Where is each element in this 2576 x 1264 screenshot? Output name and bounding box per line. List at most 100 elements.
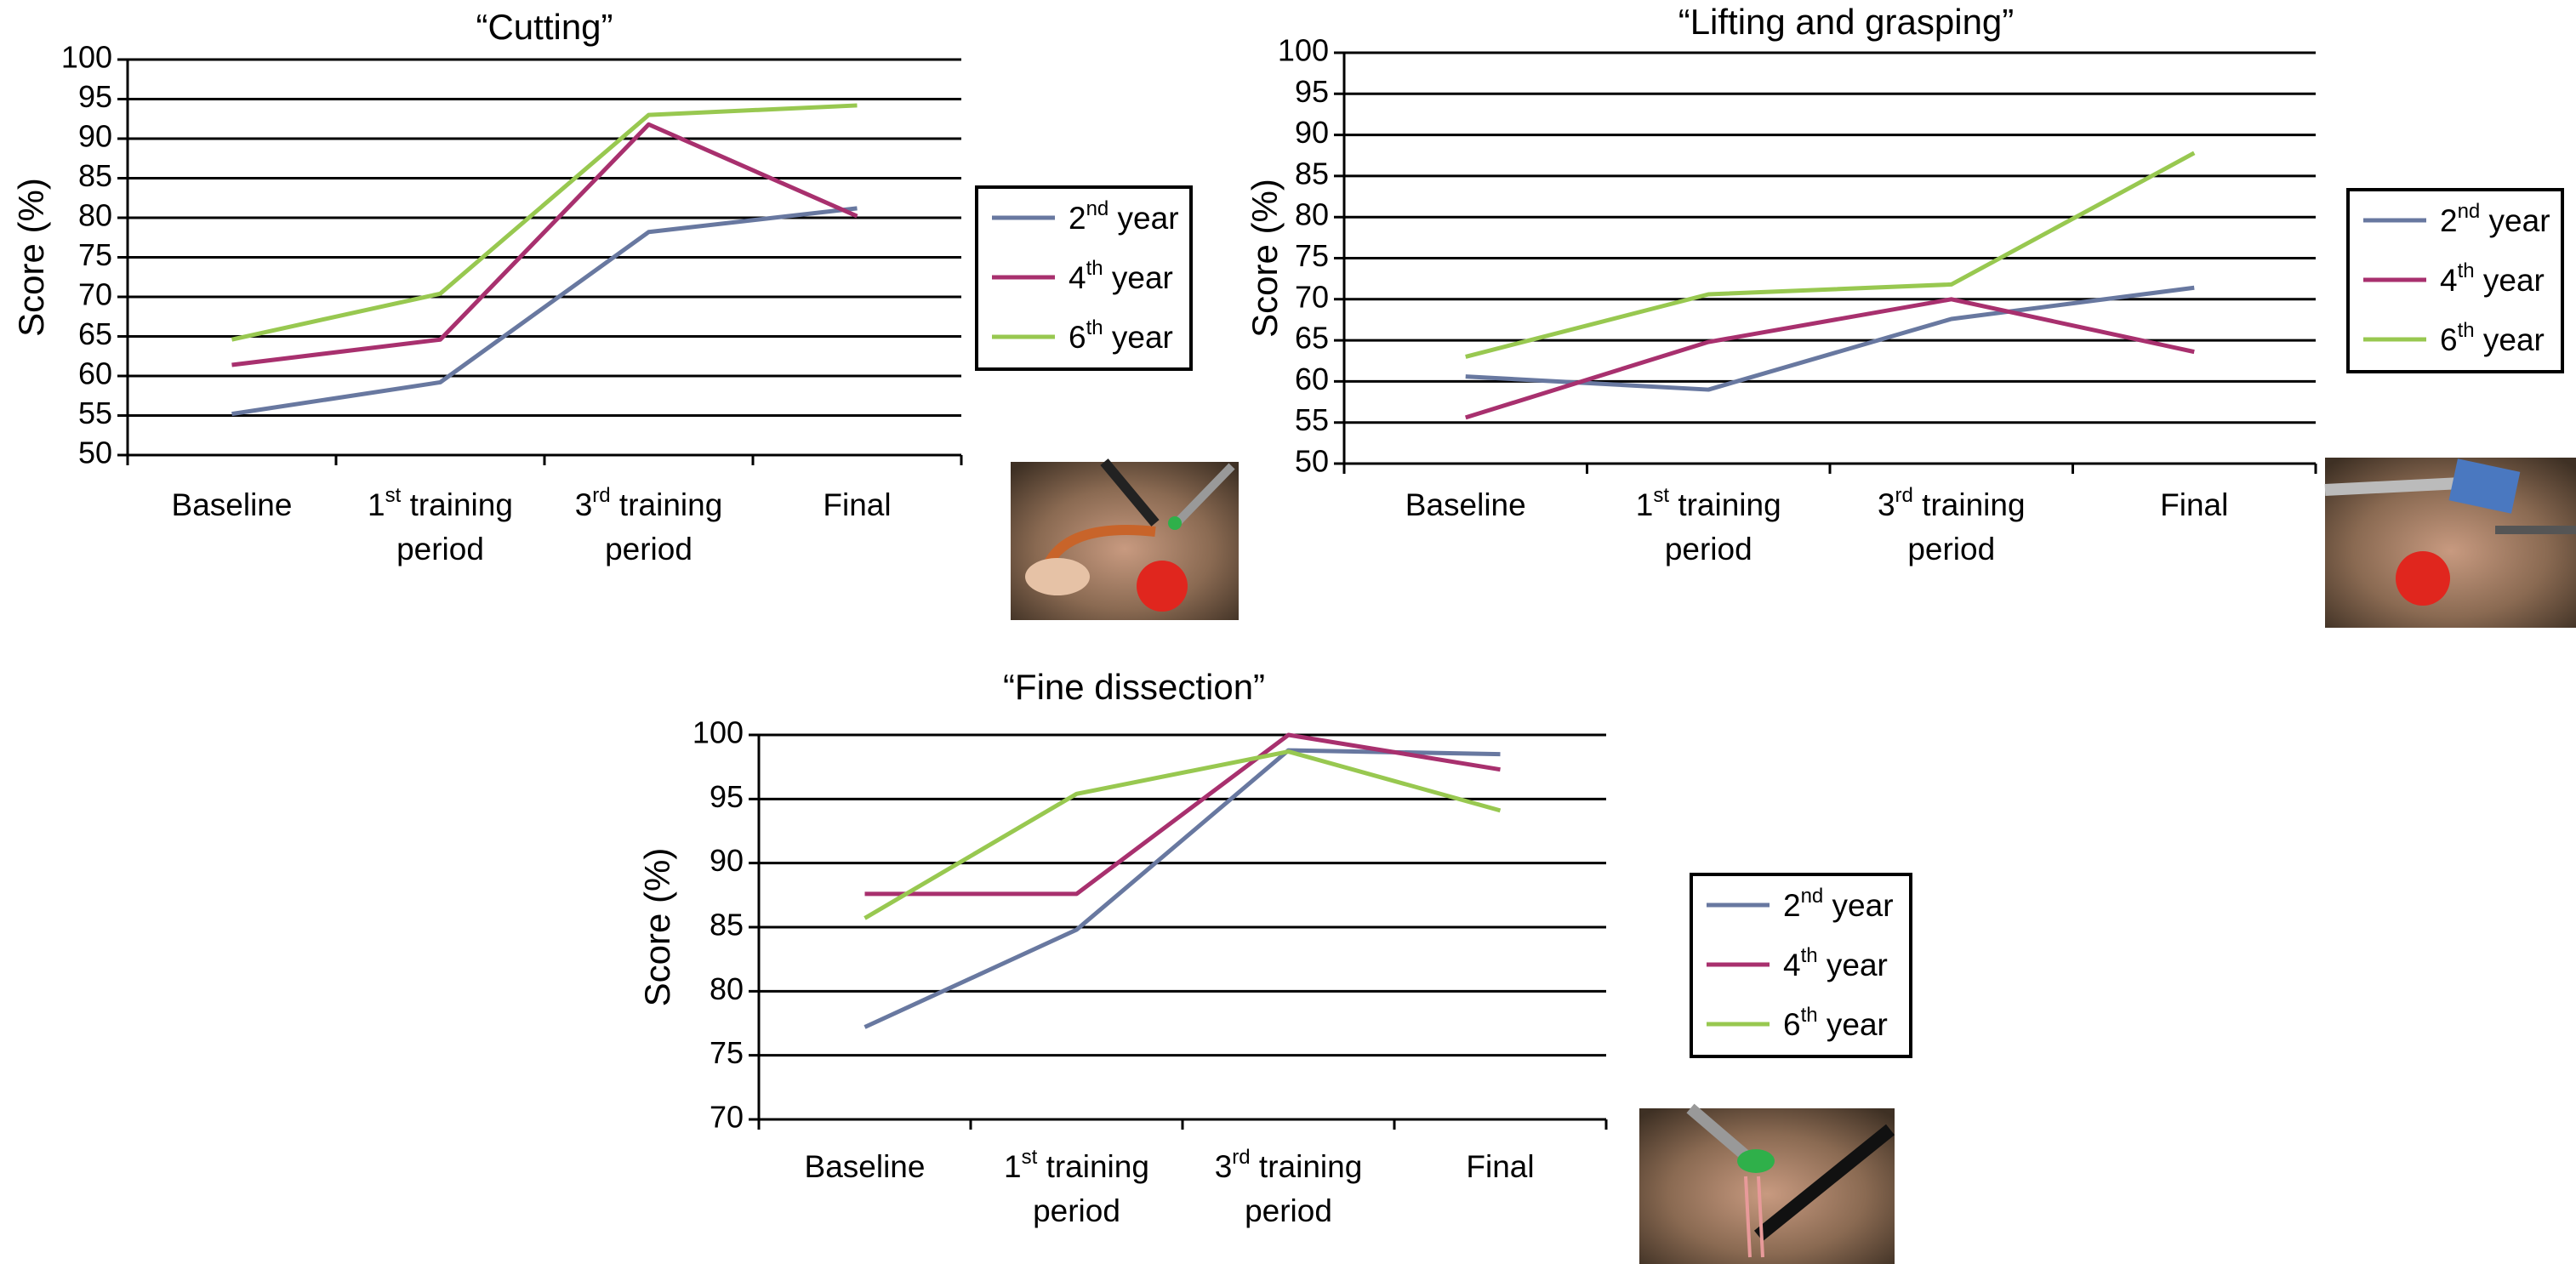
- category-main: 1: [1004, 1149, 1022, 1184]
- y-axis-label: Score (%): [637, 848, 677, 1007]
- series-line-6th-year: [863, 749, 1502, 920]
- y-tick-label: 60: [78, 356, 112, 391]
- legend-label-rest: year: [1103, 320, 1173, 355]
- category-sup: st: [385, 484, 402, 507]
- legend-label-sup: nd: [2458, 200, 2481, 223]
- legend-label-sup: nd: [1086, 197, 1109, 220]
- legend-label-rest: year: [2475, 263, 2545, 298]
- legend-label: 6th year: [2440, 319, 2545, 357]
- category-main: Final: [1466, 1149, 1534, 1184]
- legend-label-main: 4: [1069, 260, 1086, 295]
- chart-3: “Fine dissection” Score (%) 70 75 80 85 90 95 10…: [637, 667, 1912, 1264]
- y-tick-label: 65: [78, 316, 112, 351]
- y-axis-label: Score (%): [1245, 179, 1285, 338]
- category-main: 3: [575, 487, 593, 522]
- category-main: Baseline: [172, 487, 293, 522]
- y-tick-label: 95: [78, 79, 112, 114]
- y-tick-label: 75: [78, 237, 112, 272]
- y-tick-label: 75: [1295, 238, 1329, 273]
- y-tick-label: 100: [61, 40, 112, 75]
- legend-label-main: 6: [2440, 322, 2458, 357]
- series-line-4th-year: [1465, 297, 2195, 420]
- thumbnail-background: [1639, 1108, 1895, 1264]
- legend-label-main: 4: [2440, 263, 2458, 298]
- category-sup: rd: [1895, 484, 1913, 507]
- legend-label-rest: year: [1108, 201, 1178, 236]
- legend-label-rest: year: [2480, 203, 2550, 238]
- laparoscopic-dissection-thumbnail: [1639, 1103, 1895, 1264]
- legend-label-sup: nd: [1801, 885, 1824, 908]
- target-ball: [2396, 551, 2450, 606]
- category-sup: rd: [1232, 1146, 1250, 1169]
- x-category-label: 1st training: [1636, 484, 1781, 522]
- tissue-shape: [1025, 558, 1090, 595]
- category-sup: rd: [592, 484, 610, 507]
- y-tick-label: 90: [1295, 115, 1329, 150]
- chart-title: “Lifting and grasping”: [1678, 2, 2015, 42]
- x-category-label: 1st training: [1004, 1146, 1149, 1184]
- category-rest: training: [1037, 1149, 1149, 1184]
- category-main: 3: [1215, 1149, 1233, 1184]
- legend-label: 4th year: [1069, 257, 1173, 295]
- category-sup: st: [1653, 484, 1669, 507]
- y-tick-label: 100: [1278, 33, 1329, 68]
- category-main: Final: [2160, 487, 2228, 522]
- y-tick-label: 80: [1295, 197, 1329, 232]
- x-category-label: Final: [1466, 1149, 1534, 1184]
- x-category-label-line2: period: [605, 532, 692, 567]
- clip-shape: [1737, 1149, 1775, 1173]
- x-category-label-line2: period: [1245, 1193, 1332, 1228]
- y-tick-label: 75: [710, 1035, 744, 1070]
- laparoscopic-lifting-thumbnail: [2324, 458, 2576, 628]
- legend-label-sup: th: [2458, 259, 2475, 282]
- legend-label-sup: th: [1086, 257, 1103, 280]
- legend-label-main: 6: [1783, 1007, 1801, 1042]
- legend-label: 4th year: [1783, 944, 1888, 982]
- y-tick-label: 80: [710, 971, 744, 1006]
- legend-label-sup: th: [2458, 319, 2475, 342]
- x-category-label: Final: [2160, 487, 2228, 522]
- x-category-label: 1st training: [368, 484, 513, 522]
- legend-label: 2nd year: [1069, 197, 1179, 236]
- y-tick-label: 70: [78, 277, 112, 312]
- instrument-right: [1753, 1124, 1895, 1242]
- x-category-label-line2: period: [1907, 532, 1995, 567]
- category-rest: training: [401, 487, 513, 522]
- instrument-left: [1686, 1103, 1754, 1164]
- y-axis-label: Score (%): [11, 178, 51, 337]
- legend-label-rest: year: [1103, 260, 1173, 295]
- category-rest: training: [611, 487, 723, 522]
- y-tick-label: 90: [710, 843, 744, 878]
- legend-label: 4th year: [2440, 259, 2545, 298]
- legend-label: 2nd year: [1783, 885, 1894, 923]
- category-main: 1: [368, 487, 385, 522]
- y-tick-label: 70: [1295, 279, 1329, 314]
- legend-label-rest: year: [1818, 1007, 1888, 1042]
- instrument-left: [1100, 458, 1160, 527]
- category-sup: st: [1022, 1146, 1038, 1169]
- category-main: 1: [1636, 487, 1654, 522]
- y-tick-label: 80: [78, 198, 112, 233]
- x-category-label: 3rd training: [1878, 484, 2026, 522]
- legend-label-sup: th: [1086, 316, 1103, 339]
- y-tick-label: 85: [78, 158, 112, 193]
- chart-2: “Lifting and grasping” Score (%) 50 55 60 65 7…: [1245, 2, 2576, 628]
- chart-title: “Fine dissection”: [1003, 667, 1265, 707]
- series-line-6th-year: [1465, 151, 2196, 359]
- series-line-4th-year: [864, 732, 1501, 897]
- y-tick-label: 90: [78, 119, 112, 154]
- x-category-label: Baseline: [805, 1149, 926, 1184]
- legend-label-sup: th: [1801, 944, 1818, 967]
- legend-label-sup: th: [1801, 1004, 1818, 1027]
- y-tick-label: 50: [78, 436, 112, 470]
- y-tick-label: 65: [1295, 321, 1329, 356]
- category-main: Baseline: [1405, 487, 1526, 522]
- vessel-strand: [1744, 1176, 1752, 1258]
- chart-1: “Cutting” Score (%) 50 55 60 65 70 75 80 85 90 95 10…: [11, 7, 1239, 620]
- legend-label-rest: year: [1823, 888, 1893, 923]
- x-category-label-line2: period: [1665, 532, 1752, 567]
